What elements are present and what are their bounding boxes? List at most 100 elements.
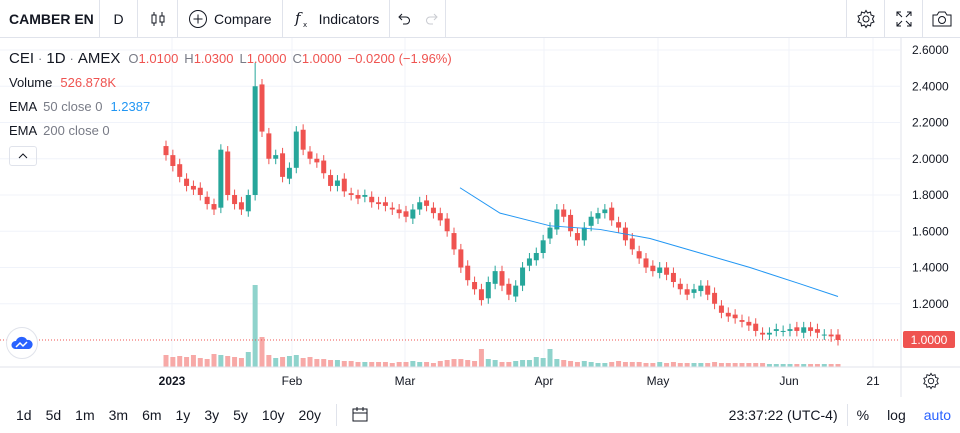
percent-toggle[interactable]: % [856,407,870,423]
candle-body [664,267,670,275]
axis-settings-button[interactable] [922,372,940,390]
settings-button[interactable] [846,0,884,38]
range-1d[interactable]: 1d [16,407,32,423]
volume-bar [465,360,471,367]
volume-bar [280,357,286,367]
candle-body [238,202,244,210]
range-1y[interactable]: 1y [175,407,191,423]
price-label: 2.2000 [912,116,949,130]
volume-bar [581,361,587,367]
volume-bar [753,363,759,367]
candle-body [437,213,443,221]
range-10y[interactable]: 10y [261,407,285,423]
time-label: Jun [779,374,798,388]
time-label: Feb [282,374,303,388]
candle-body [424,200,430,206]
volume-bar [712,362,718,367]
ema200-row[interactable]: EMA 200 close 0 [9,118,452,142]
volume-bar [232,357,238,367]
volume-bar [355,362,361,367]
tradingview-logo[interactable] [6,327,38,359]
range-5d[interactable]: 5d [45,407,62,423]
interval-button[interactable]: D [100,0,138,38]
volume-bar [718,363,724,367]
candle-body [574,233,580,241]
candle-body [540,240,546,253]
ema50-row[interactable]: EMA 50 close 0 1.2387 [9,94,452,118]
candle-body [355,195,361,199]
candle-body [430,207,436,214]
range-20y[interactable]: 20y [298,407,322,423]
candles-icon [151,11,164,26]
chart-canvas[interactable]: 2.6000 2.4000 2.2000 2.0000 1.8000 1.6000 1.40… [0,0,960,397]
volume-bar [369,362,375,367]
volume-bar [410,361,416,367]
screenshot-button[interactable] [922,0,960,38]
volume-bar [808,364,814,367]
volume-bar [314,359,320,367]
candle-body [314,158,320,163]
range-3m[interactable]: 3m [108,407,129,423]
volume-bar [595,363,601,367]
candle-body [499,271,505,286]
candle-body [766,332,772,335]
candle-body [670,272,676,282]
volume-bar [211,354,217,367]
candle-body [520,267,526,286]
candle-body [458,249,464,268]
candle-body [245,195,251,212]
volume-bar [362,362,368,367]
indicators-label: Indicators [318,10,380,27]
ema50-label: EMA [9,98,38,114]
compare-button[interactable]: Compare [178,0,283,38]
range-1m[interactable]: 1m [75,407,95,423]
candle-body [643,258,649,268]
volume-label: Volume [9,74,53,90]
candle-body [616,222,622,228]
volume-bar [238,358,244,367]
candle-body [554,209,560,230]
volume-bar [766,364,772,367]
volume-bar [348,361,354,367]
range-3y[interactable]: 3y [204,407,220,423]
volume-bar [382,362,388,367]
chart-type-button[interactable] [138,0,178,38]
candle-body [677,283,683,290]
undo-button[interactable] [390,0,418,38]
candle-body [190,185,196,190]
volume-row[interactable]: Volume 526.878K [9,70,452,94]
candle-body [753,323,759,331]
volume-bar [286,356,292,367]
candle-body [773,329,779,331]
volume-bar [184,357,190,367]
symbol-search[interactable]: CAMBER EN [0,0,100,38]
date-range-button[interactable] [337,405,383,426]
candle-body [547,227,553,239]
redo-button[interactable] [418,0,447,38]
candle-body [691,289,697,293]
clock[interactable]: 23:37:22 (UTC-4) [728,407,838,423]
volume-bar [259,337,265,367]
fullscreen-button[interactable] [884,0,922,38]
candle-body [760,332,766,335]
legend-collapse-button[interactable] [9,146,37,166]
volume-bar [218,355,224,367]
gear-icon [923,372,939,390]
candle-body [712,292,718,304]
range-6m[interactable]: 6m [142,407,162,423]
time-label: Mar [395,374,416,388]
candle-body [828,334,834,337]
fullscreen-icon [896,11,911,27]
range-5y[interactable]: 5y [233,407,248,423]
price-axis-labels: 2.6000 2.4000 2.2000 2.0000 1.8000 1.6000 1.40… [912,43,949,311]
volume-bar [540,358,546,367]
candle-body [814,329,820,333]
volume-bar [485,359,491,367]
auto-toggle[interactable]: auto [923,407,951,423]
candle-body [725,312,731,317]
volume-bar [245,352,251,367]
log-toggle[interactable]: log [887,407,906,423]
